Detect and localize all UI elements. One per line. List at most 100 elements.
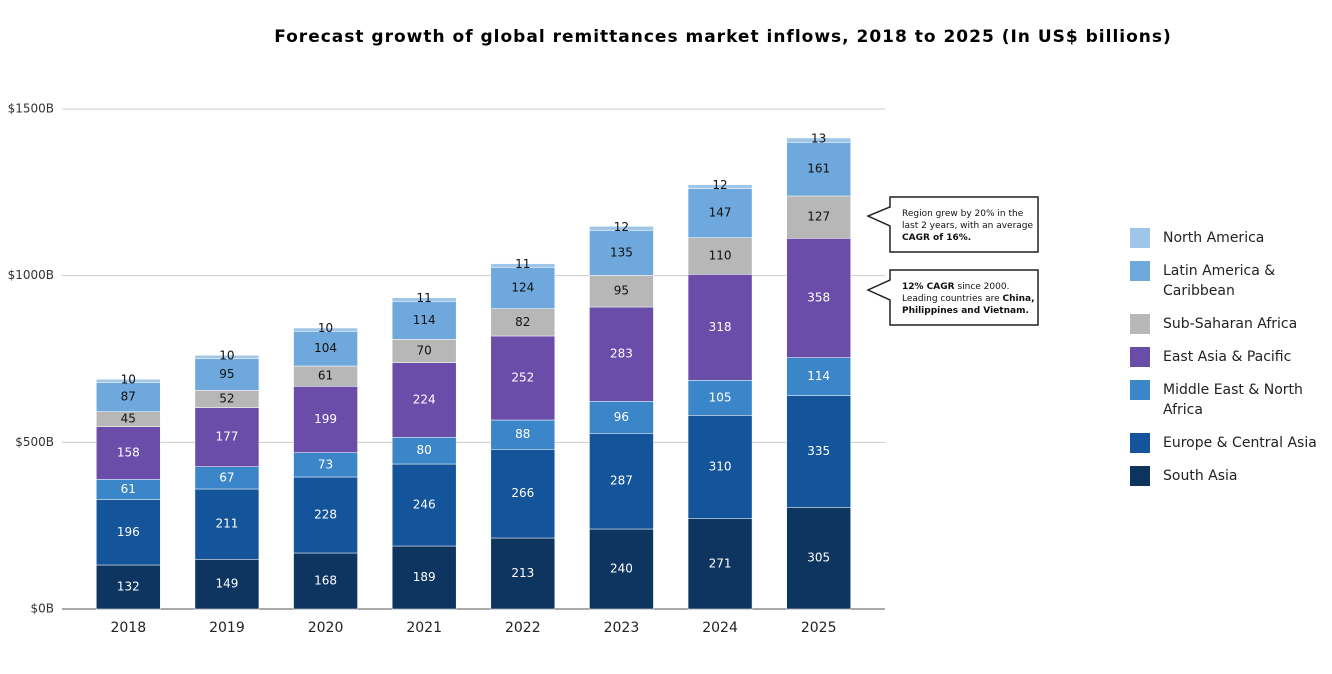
bar-segment — [589, 433, 654, 530]
x-tick-label: 2024 — [702, 620, 738, 636]
legend-swatch — [1130, 261, 1150, 281]
bar-segment — [687, 237, 753, 275]
value-label: 61 — [318, 369, 333, 383]
legend-item: South Asia — [1130, 466, 1330, 486]
bar-segment — [687, 188, 753, 238]
bar-segment — [687, 184, 753, 189]
bar-segment — [786, 142, 851, 197]
bar-segment — [194, 358, 260, 391]
bar-segment — [194, 488, 260, 560]
value-label: 283 — [610, 347, 633, 361]
legend-item: East Asia & Pacific — [1130, 347, 1330, 367]
value-label: 114 — [413, 313, 436, 327]
bar-segment — [96, 564, 161, 610]
value-label: 305 — [807, 551, 830, 565]
value-label: 96 — [614, 410, 629, 424]
legend-item: Latin America & Caribbean — [1130, 261, 1330, 301]
bar-segment — [391, 297, 457, 302]
value-label: 12 — [614, 220, 629, 234]
legend-swatch — [1130, 347, 1150, 367]
x-tick-label: 2021 — [406, 620, 442, 636]
bar-segment — [293, 476, 358, 554]
legend-item: Sub-Saharan Africa — [1130, 314, 1330, 334]
bar-segment — [786, 507, 851, 610]
bar-segment — [96, 426, 161, 480]
legend-label: South Asia — [1163, 468, 1238, 484]
value-label: 12 — [712, 178, 727, 192]
value-label: 213 — [511, 566, 534, 580]
annotation: Region grew by 20% in the last 2 years, … — [896, 203, 1042, 249]
value-label: 73 — [318, 457, 333, 471]
grid — [62, 108, 885, 610]
value-label: 335 — [807, 444, 830, 458]
y-tick-label: $0B — [30, 602, 54, 616]
bar-segment — [391, 463, 457, 547]
bar-segment — [786, 238, 851, 358]
value-label: 11 — [515, 257, 530, 271]
value-label: 189 — [413, 570, 436, 584]
value-label: 61 — [121, 482, 136, 496]
legend-label: Europe & Central Asia — [1163, 435, 1317, 451]
value-label: 161 — [807, 162, 830, 176]
bar-segment — [589, 528, 654, 610]
bar-segment — [490, 335, 556, 421]
value-label: 67 — [219, 470, 234, 484]
value-label: 11 — [417, 291, 432, 305]
bar-segment — [194, 407, 260, 467]
callout-box — [866, 196, 1039, 253]
value-label: 310 — [709, 460, 732, 474]
value-label: 228 — [314, 508, 337, 522]
value-label: 95 — [614, 284, 629, 298]
value-label: 211 — [215, 517, 238, 531]
value-label: 246 — [413, 498, 436, 512]
value-label: 271 — [709, 556, 732, 570]
bar-segment — [786, 357, 851, 396]
bar-segment — [293, 327, 358, 332]
y-tick-label: $1500B — [8, 102, 54, 116]
value-label: 224 — [413, 393, 436, 407]
callout-box — [866, 269, 1039, 326]
bar-segment — [687, 274, 753, 381]
value-label: 70 — [417, 344, 432, 358]
value-label: 196 — [117, 525, 140, 539]
legend-swatch — [1130, 228, 1150, 248]
x-tick-label: 2025 — [801, 620, 837, 636]
bar-segment — [194, 355, 260, 359]
bar-segment — [293, 452, 358, 478]
bar-segment — [293, 386, 358, 453]
value-label: 132 — [117, 580, 140, 594]
bar-segment — [293, 552, 358, 610]
bar-segment — [589, 230, 654, 276]
value-label: 199 — [314, 412, 337, 426]
legend-item: North America — [1130, 228, 1330, 248]
value-label: 104 — [314, 341, 337, 355]
value-label: 105 — [709, 390, 732, 404]
bar-segment — [589, 226, 654, 231]
value-label: 149 — [215, 577, 238, 591]
bar-segment — [293, 331, 358, 367]
bar-segment — [96, 379, 161, 383]
value-label: 147 — [709, 206, 732, 220]
value-label: 358 — [807, 291, 830, 305]
legend-label: Latin America & Caribbean — [1163, 263, 1276, 299]
legend-swatch — [1130, 314, 1150, 334]
value-label: 10 — [121, 373, 136, 387]
value-label: 10 — [318, 321, 333, 335]
legend-swatch — [1130, 466, 1150, 486]
value-label: 10 — [219, 349, 234, 363]
value-label: 266 — [511, 486, 534, 500]
value-label: 127 — [807, 210, 830, 224]
bar-segment — [96, 499, 161, 566]
bar-segment — [490, 537, 556, 610]
value-label: 124 — [511, 281, 534, 295]
legend: North America Latin America & Caribbean Su… — [1130, 228, 1330, 499]
value-label: 80 — [417, 443, 432, 457]
bar-segment — [589, 275, 654, 308]
bar-segment — [490, 263, 556, 268]
legend-item: Europe & Central Asia — [1130, 433, 1330, 453]
y-tick-label: $1000B — [8, 268, 54, 282]
bar-segment — [786, 195, 851, 239]
x-tick-label: 2023 — [604, 620, 640, 636]
